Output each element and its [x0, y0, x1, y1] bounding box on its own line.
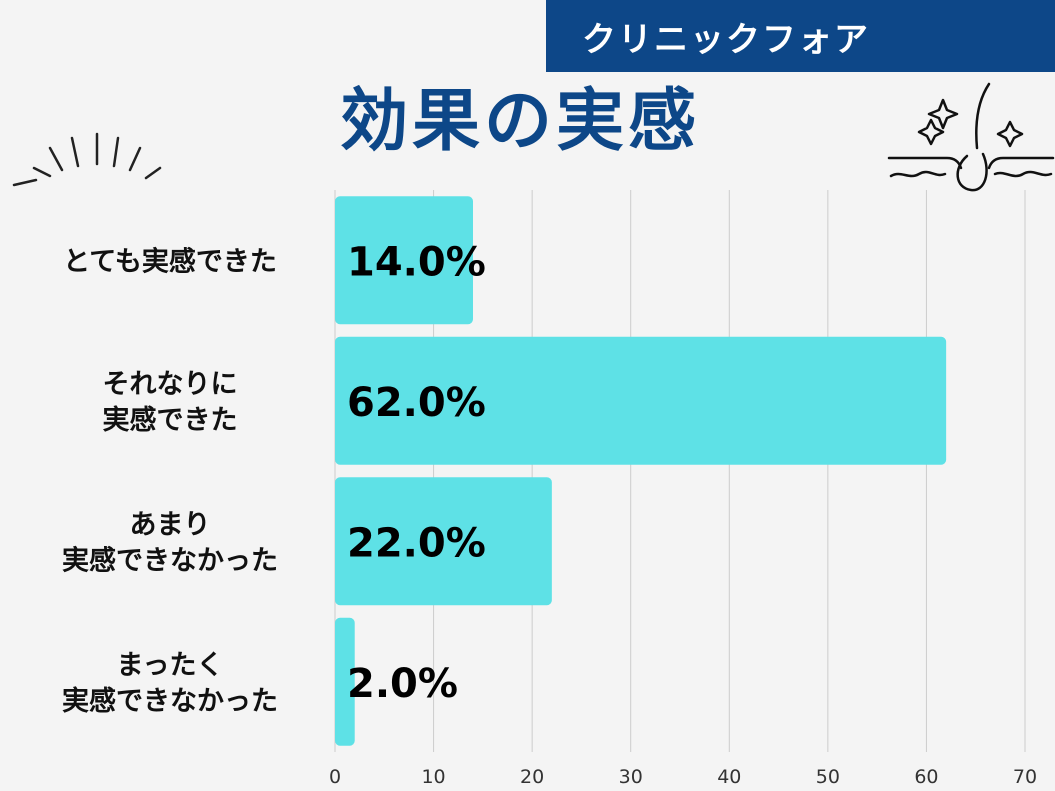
x-tick-label: 10: [421, 766, 445, 788]
chart-title: 効果の実感: [340, 82, 701, 161]
category-label: まったく: [117, 650, 224, 681]
category-label: 実感できた: [103, 404, 238, 436]
category-label: 実感できなかった: [62, 544, 278, 576]
category-label: 実感できなかった: [62, 685, 278, 717]
brand-banner: クリニックフォア: [546, 0, 1055, 72]
bar: [335, 477, 552, 606]
category-label: あまり: [130, 509, 211, 540]
hair-follicle-sparkle-icon: [887, 82, 1055, 192]
x-tick-label: 20: [520, 766, 544, 788]
data-label: 62.0%: [347, 380, 486, 426]
category-label: それなりに: [103, 369, 238, 400]
category-label: とても実感できた: [63, 245, 277, 277]
x-tick-label: 60: [914, 766, 938, 788]
bar: [335, 196, 473, 325]
bar: [335, 617, 355, 746]
x-tick-label: 50: [816, 766, 840, 788]
x-tick-label: 40: [717, 766, 741, 788]
data-label: 22.0%: [347, 520, 486, 566]
x-tick-label: 70: [1013, 766, 1037, 788]
brand-name: クリニックフォア: [582, 19, 870, 60]
x-tick-label: 30: [619, 766, 643, 788]
sparkle-lines-icon: [12, 132, 162, 187]
data-label: 2.0%: [347, 661, 458, 707]
data-label: 14.0%: [347, 239, 486, 285]
bar: [335, 336, 947, 465]
x-tick-label: 0: [329, 766, 341, 788]
